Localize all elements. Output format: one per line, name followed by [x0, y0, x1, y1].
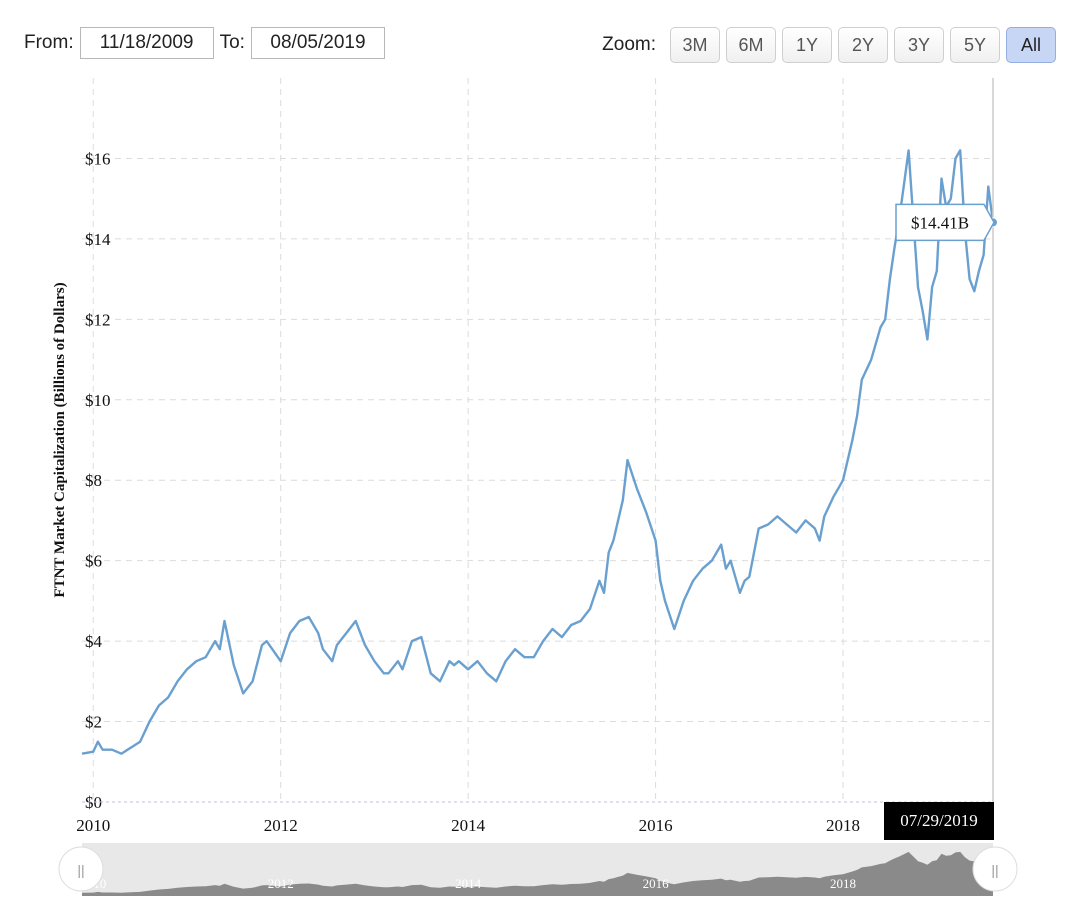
- x-axis-ticks: 2010 2012 2014 2016 2018: [76, 816, 860, 835]
- x-tick-label: 2018: [826, 816, 860, 835]
- y-tick-label: $4: [85, 632, 103, 651]
- y-tick-label: $2: [85, 713, 102, 732]
- tooltip-box: [895, 203, 995, 242]
- zoom-controls: Zoom: 3M 6M 1Y 2Y 3Y 5Y All: [602, 26, 1056, 64]
- series-line-ftnt-market-cap[interactable]: [81, 149, 995, 755]
- zoom-1y-button[interactable]: 1Y: [782, 27, 832, 63]
- y-tick-label: $14: [85, 230, 111, 249]
- x-tick-label: 2010: [76, 816, 110, 835]
- from-date-input[interactable]: [79, 27, 214, 59]
- zoom-5y-button[interactable]: 5Y: [950, 27, 1000, 63]
- zoom-all-button[interactable]: All: [1006, 27, 1056, 63]
- date-range-selector: From: To:: [24, 26, 385, 60]
- navigator-left-handle[interactable]: ||: [58, 846, 104, 892]
- grid-lines: [82, 78, 993, 802]
- to-label: To:: [219, 32, 245, 53]
- left-handle-grip: ||: [77, 862, 84, 878]
- navigator-right-handle[interactable]: ||: [972, 846, 1018, 892]
- x-tick-label: 2016: [639, 816, 673, 835]
- crosshair-date: 07/29/2019: [900, 811, 977, 830]
- x-tick-label: 2014: [451, 816, 486, 835]
- x-tick-label: 2012: [264, 816, 298, 835]
- navigator-label: 2012: [268, 876, 294, 891]
- navigator-label: 2014: [455, 876, 482, 891]
- zoom-3m-button[interactable]: 3M: [670, 27, 720, 63]
- to-date-input[interactable]: [250, 27, 385, 59]
- y-tick-label: $16: [85, 149, 111, 168]
- navigator-label: 2018: [830, 876, 856, 891]
- crosshair-date-label: 07/29/2019: [884, 802, 994, 840]
- zoom-6m-button[interactable]: 6M: [726, 27, 776, 63]
- y-tick-label: $0: [85, 793, 102, 812]
- right-handle-circle[interactable]: [972, 846, 1018, 892]
- y-axis-title: FTNT Market Capitalization (Billions of …: [52, 282, 68, 597]
- tooltip: $14.41B: [895, 203, 995, 242]
- zoom-3y-button[interactable]: 3Y: [894, 27, 944, 63]
- zoom-label: Zoom:: [602, 34, 656, 55]
- y-tick-label: $10: [85, 391, 111, 410]
- right-handle-grip: ||: [991, 862, 998, 878]
- navigator-area: [82, 851, 993, 896]
- left-handle-circle[interactable]: [58, 846, 104, 892]
- y-tick-label: $6: [85, 552, 102, 571]
- zoom-2y-button[interactable]: 2Y: [838, 27, 888, 63]
- crosshair-date-label-bg: [884, 802, 994, 840]
- from-label: From:: [24, 32, 74, 53]
- tooltip-value: $14.41B: [911, 213, 969, 232]
- navigator-label: 2016: [643, 876, 670, 891]
- y-tick-label: $12: [85, 310, 111, 329]
- y-axis-ticks: $0 $2 $4 $6 $8 $10 $12 $14 $16: [85, 149, 111, 812]
- y-tick-label: $8: [85, 471, 102, 490]
